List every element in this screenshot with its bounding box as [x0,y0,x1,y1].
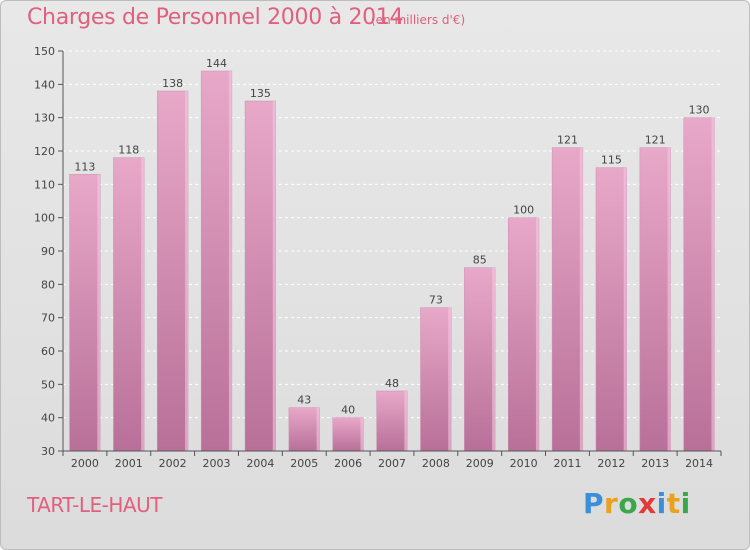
bar-highlight [97,174,101,452]
bar-highlight [316,407,320,451]
bar [420,307,452,452]
y-tick-label: 50 [41,378,55,391]
bar [200,70,233,452]
data-label: 130 [689,104,710,117]
x-tick-label: 2002 [159,457,187,470]
data-label: 43 [297,394,311,407]
y-tick-label: 110 [34,178,55,191]
x-tick-label: 2014 [685,457,713,470]
bar [376,390,408,452]
labels: 30 40 50 60 70 80 90 100 110 120 130 140 150 113 2000 1… [34,45,713,470]
bar-highlight [228,71,232,451]
bar-highlight [667,147,671,451]
logo-letter: x [638,487,657,520]
chart-subtitle: (en milliers d'€) [371,13,466,27]
data-label: 115 [601,154,622,167]
data-label: 40 [341,404,355,417]
y-tick-label: 40 [41,412,55,425]
x-tick-label: 2007 [378,457,406,470]
bar-highlight [711,117,715,452]
logo-letter: i [656,487,667,520]
logo-letter: t [666,487,681,520]
x-tick-label: 2009 [466,457,494,470]
data-label: 113 [74,160,95,173]
y-tick-label: 140 [34,78,55,91]
data-label: 121 [645,134,666,147]
bar [595,167,627,452]
logo-letter: P [583,487,605,520]
place-name: TART-LE-HAUT [27,493,162,517]
x-tick-label: 2011 [553,457,581,470]
data-label: 135 [250,87,271,100]
y-tick-label: 130 [34,112,55,125]
bar-highlight [141,157,145,451]
bar [157,90,189,452]
x-tick-label: 2008 [422,457,450,470]
bar-highlight [404,391,408,451]
x-tick-label: 2003 [203,457,231,470]
bar [332,417,364,452]
x-tick-label: 2010 [510,457,538,470]
bar [639,147,671,452]
chart-title: Charges de Personnel 2000 à 2014 [27,5,404,30]
x-tick-label: 2005 [290,457,318,470]
bar [551,147,584,452]
y-tick-label: 150 [34,45,55,58]
data-label: 100 [513,204,534,217]
data-label: 121 [557,134,578,147]
bar [507,217,540,452]
bar-highlight [535,217,539,451]
bar [683,117,715,452]
y-tick-label: 120 [34,145,55,158]
y-tick-label: 60 [41,345,55,358]
data-label: 85 [473,254,487,267]
axes [58,50,722,456]
x-tick-label: 2013 [641,457,669,470]
bar [69,174,101,452]
data-label: 118 [118,144,139,157]
x-tick-label: 2001 [115,457,143,470]
data-label: 138 [162,77,183,90]
bars [69,70,715,452]
data-label: 73 [429,294,443,307]
y-tick-label: 30 [41,445,55,458]
bar [113,157,145,452]
data-label: 48 [385,377,399,390]
bar-highlight [492,267,496,451]
data-label: 144 [206,57,227,70]
logo-letter: r [604,487,619,520]
bar-highlight [579,147,583,451]
x-tick-label: 2012 [597,457,625,470]
logo-letter: o [618,487,639,520]
logo-letter: i [680,487,691,520]
y-tick-label: 90 [41,245,55,258]
y-tick-label: 80 [41,278,55,291]
y-tick-label: 100 [34,212,55,225]
bar [244,100,277,452]
bar-highlight [185,91,189,451]
x-tick-label: 2000 [71,457,99,470]
y-tick-label: 70 [41,312,55,325]
x-tick-label: 2006 [334,457,362,470]
proxiti-logo: Proxiti [583,487,691,520]
bar-highlight [623,167,627,451]
bar-highlight [360,417,364,451]
bar [288,407,320,452]
bar [464,267,496,452]
x-tick-label: 2004 [246,457,274,470]
bar-highlight [272,101,276,451]
bar-highlight [448,307,452,451]
